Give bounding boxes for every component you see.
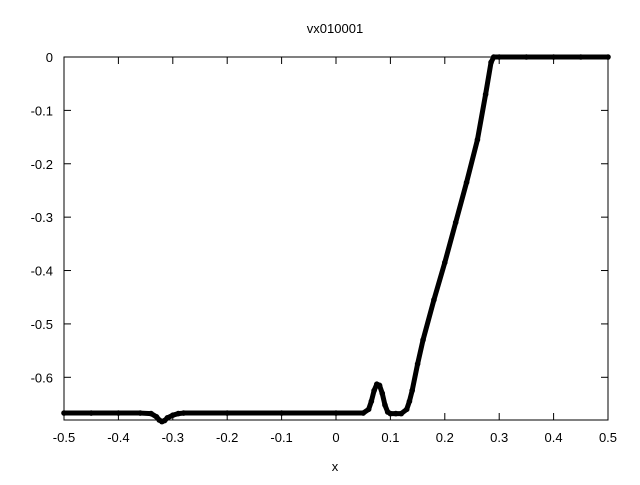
data-point bbox=[360, 410, 367, 416]
data-point bbox=[523, 54, 530, 60]
data-point bbox=[398, 410, 405, 417]
x-tick-label: 0.1 bbox=[381, 430, 399, 445]
data-point bbox=[365, 406, 372, 413]
plot-frame bbox=[63, 56, 609, 421]
data-point bbox=[431, 297, 437, 303]
data-point bbox=[137, 410, 143, 416]
data-point bbox=[452, 219, 459, 226]
y-tick-label: -0.2 bbox=[31, 157, 53, 172]
x-tick-label: 0 bbox=[332, 430, 339, 445]
data-point bbox=[496, 54, 503, 60]
x-tick-label: 0.4 bbox=[545, 430, 563, 445]
data-point bbox=[482, 91, 489, 98]
data-point bbox=[224, 410, 230, 416]
data-point bbox=[61, 410, 67, 416]
data-point bbox=[387, 410, 394, 417]
data-point bbox=[88, 410, 94, 416]
x-axis-label: x bbox=[332, 459, 339, 474]
data-point bbox=[382, 402, 388, 408]
y-tick-label: -0.5 bbox=[31, 317, 53, 332]
data-point bbox=[115, 410, 122, 416]
x-tick-label: -0.5 bbox=[53, 430, 75, 445]
data-point bbox=[164, 415, 171, 421]
data-point bbox=[488, 59, 494, 66]
x-tick-label: -0.2 bbox=[216, 430, 238, 445]
data-point bbox=[409, 387, 415, 394]
data-point bbox=[170, 412, 176, 419]
data-point bbox=[442, 259, 448, 266]
data-point bbox=[420, 337, 426, 343]
data-point bbox=[175, 410, 182, 417]
data-point bbox=[414, 361, 421, 367]
data-markers bbox=[61, 54, 611, 425]
data-point bbox=[605, 54, 611, 60]
data-point bbox=[490, 54, 497, 60]
x-tick-label: -0.1 bbox=[270, 430, 292, 445]
data-point bbox=[148, 410, 154, 417]
x-tick-label: 0.3 bbox=[490, 430, 508, 445]
y-tick-label: -0.6 bbox=[31, 370, 53, 385]
data-point bbox=[403, 406, 410, 413]
axis-ticks: -0.5 -0.4 -0.3 -0.2 -0.1 0 0.1 0.2 0.3 0.4 0.5 0 -0.… bbox=[31, 50, 617, 445]
y-tick-label: 0 bbox=[46, 50, 53, 65]
x-tick-label: -0.3 bbox=[162, 430, 184, 445]
x-tick-label: -0.4 bbox=[107, 430, 129, 445]
data-point bbox=[371, 387, 377, 394]
x-tick-label: 0.5 bbox=[599, 430, 617, 445]
data-point bbox=[406, 398, 413, 405]
data-point bbox=[393, 410, 399, 417]
x-tick-label: 0.2 bbox=[436, 430, 454, 445]
y-tick-label: -0.1 bbox=[31, 103, 53, 118]
data-point bbox=[550, 54, 557, 60]
data-point bbox=[463, 179, 470, 186]
data-point bbox=[379, 390, 386, 397]
data-point bbox=[333, 410, 339, 416]
y-tick-label: -0.3 bbox=[31, 210, 53, 225]
data-point bbox=[578, 54, 584, 60]
y-tick-label: -0.4 bbox=[31, 264, 53, 279]
data-point bbox=[368, 398, 375, 405]
chart-title: vx010001 bbox=[307, 21, 363, 36]
data-series-trace bbox=[61, 54, 611, 425]
data-point bbox=[180, 410, 187, 416]
data-point bbox=[376, 382, 383, 389]
data-point bbox=[278, 410, 285, 416]
data-point bbox=[474, 136, 481, 143]
plot-area bbox=[63, 56, 609, 421]
